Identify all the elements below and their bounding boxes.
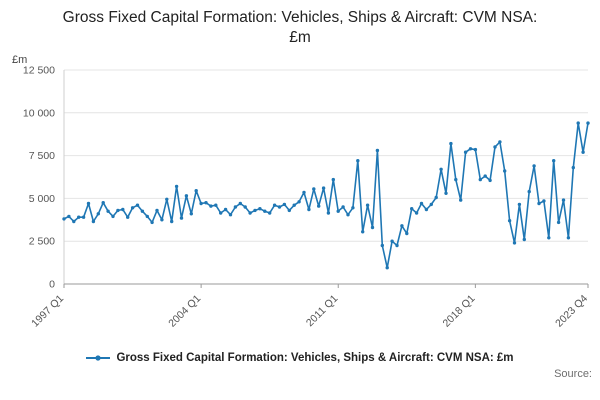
svg-text:0: 0	[49, 279, 55, 291]
svg-text:10 000: 10 000	[23, 108, 55, 120]
chart-title: Gross Fixed Capital Formation: Vehicles,…	[62, 9, 538, 47]
source-label: Source:	[554, 368, 592, 381]
series-line-marker-icon	[86, 353, 111, 363]
svg-text:2023 Q4: 2023 Q4	[553, 293, 590, 330]
svg-text:2 500: 2 500	[29, 236, 55, 248]
svg-text:2011 Q1: 2011 Q1	[304, 293, 341, 330]
svg-text:7 500: 7 500	[29, 150, 55, 162]
svg-text:5 000: 5 000	[29, 193, 55, 205]
svg-text:2018 Q1: 2018 Q1	[441, 293, 478, 330]
svg-text:1997 Q1: 1997 Q1	[29, 293, 66, 330]
y-axis-unit-label: £m	[12, 54, 28, 66]
legend: Gross Fixed Capital Formation: Vehicles,…	[0, 352, 600, 364]
svg-text:2004 Q1: 2004 Q1	[166, 293, 203, 330]
legend-label: Gross Fixed Capital Formation: Vehicles,…	[116, 352, 514, 365]
svg-text:12 500: 12 500	[23, 65, 55, 77]
line-chart-plot: 0 2 500 5 000 7 500 10 000 12 500 1997 Q1 2004 …	[23, 65, 590, 330]
legend-item[interactable]: Gross Fixed Capital Formation: Vehicles,…	[86, 352, 514, 365]
